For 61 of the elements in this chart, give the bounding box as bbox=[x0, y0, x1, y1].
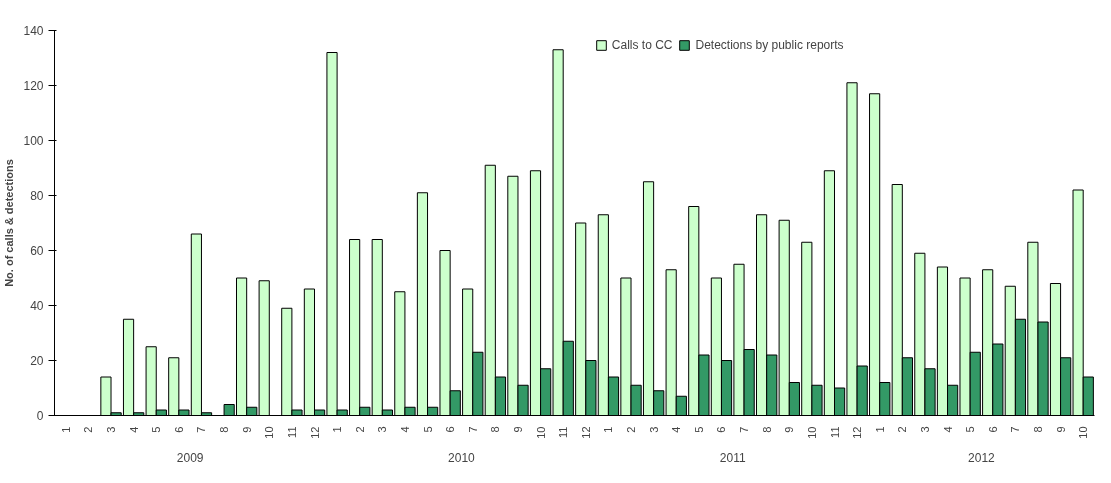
x-tick-label: 9 bbox=[1054, 426, 1067, 433]
x-tick-label: 6 bbox=[715, 426, 728, 433]
y-tick-label: 60 bbox=[30, 244, 44, 258]
x-tick-label: 7 bbox=[738, 426, 751, 433]
legend-label: Calls to CC bbox=[611, 38, 673, 52]
x-tick-label: 5 bbox=[150, 426, 163, 433]
x-tick-label: 5 bbox=[964, 426, 977, 433]
text: 2009 bbox=[176, 450, 204, 465]
x-tick-label: 2 bbox=[82, 426, 95, 433]
x-tick-label: 11 bbox=[285, 426, 298, 438]
x-tick-label: 3 bbox=[376, 426, 389, 433]
text: 2012 bbox=[968, 450, 996, 465]
x-tick-label: 9 bbox=[511, 426, 524, 433]
y-tick-label: 80 bbox=[30, 189, 44, 203]
y-tick-label: 120 bbox=[23, 79, 44, 93]
y-tick-label: 0 bbox=[36, 409, 44, 423]
x-tick-label: 1 bbox=[873, 426, 886, 433]
legend-label: Detections by public reports bbox=[695, 38, 844, 52]
y-tick-label: 20 bbox=[30, 354, 44, 368]
x-tick-label: 6 bbox=[986, 426, 999, 433]
x-tick-label: 4 bbox=[398, 426, 411, 433]
x-tick-label: 8 bbox=[218, 426, 231, 433]
x-tick-label: 11 bbox=[557, 426, 570, 438]
x-tick-label: 10 bbox=[263, 426, 276, 439]
y-tick-label: 100 bbox=[23, 134, 44, 148]
x-tick-label: 8 bbox=[1031, 426, 1044, 433]
x-tick-label: 12 bbox=[308, 426, 321, 439]
x-tick-label: 12 bbox=[851, 426, 864, 439]
y-tick-label: 40 bbox=[30, 299, 44, 313]
x-tick-label: 8 bbox=[760, 426, 773, 433]
x-tick-label: 3 bbox=[918, 426, 931, 433]
x-tick-label: 2 bbox=[625, 426, 638, 433]
text: 2011 bbox=[719, 450, 746, 465]
y-tick-label: 140 bbox=[23, 24, 44, 38]
x-tick-label: 5 bbox=[692, 426, 705, 433]
x-tick-label: 10 bbox=[1077, 426, 1090, 439]
x-tick-label: 8 bbox=[489, 426, 502, 433]
x-tick-label: 4 bbox=[127, 426, 140, 433]
x-tick-label: 11 bbox=[828, 426, 841, 438]
x-tick-label: 2 bbox=[353, 426, 366, 433]
x-tick-label: 4 bbox=[670, 426, 683, 433]
x-tick-label: 3 bbox=[647, 426, 660, 433]
x-tick-label: 6 bbox=[444, 426, 457, 433]
x-tick-label: 5 bbox=[421, 426, 434, 433]
x-tick-label: 12 bbox=[579, 426, 592, 439]
x-tick-label: 10 bbox=[805, 426, 818, 439]
x-tick-label: 7 bbox=[195, 426, 208, 433]
text: 2010 bbox=[448, 450, 476, 465]
x-tick-label: 10 bbox=[534, 426, 547, 439]
x-tick-label: 6 bbox=[172, 426, 185, 433]
x-tick-label: 7 bbox=[466, 426, 479, 433]
y-axis-title: No. of calls & detections bbox=[3, 159, 16, 287]
x-tick-label: 7 bbox=[1009, 426, 1022, 433]
x-tick-label: 3 bbox=[105, 426, 118, 433]
x-tick-label: 2 bbox=[896, 426, 909, 433]
x-tick-label: 1 bbox=[59, 426, 72, 433]
x-tick-label: 1 bbox=[331, 426, 344, 433]
x-tick-label: 9 bbox=[783, 426, 796, 433]
x-tick-label: 1 bbox=[602, 426, 615, 433]
x-tick-label: 4 bbox=[941, 426, 954, 433]
x-tick-label: 9 bbox=[240, 426, 253, 433]
